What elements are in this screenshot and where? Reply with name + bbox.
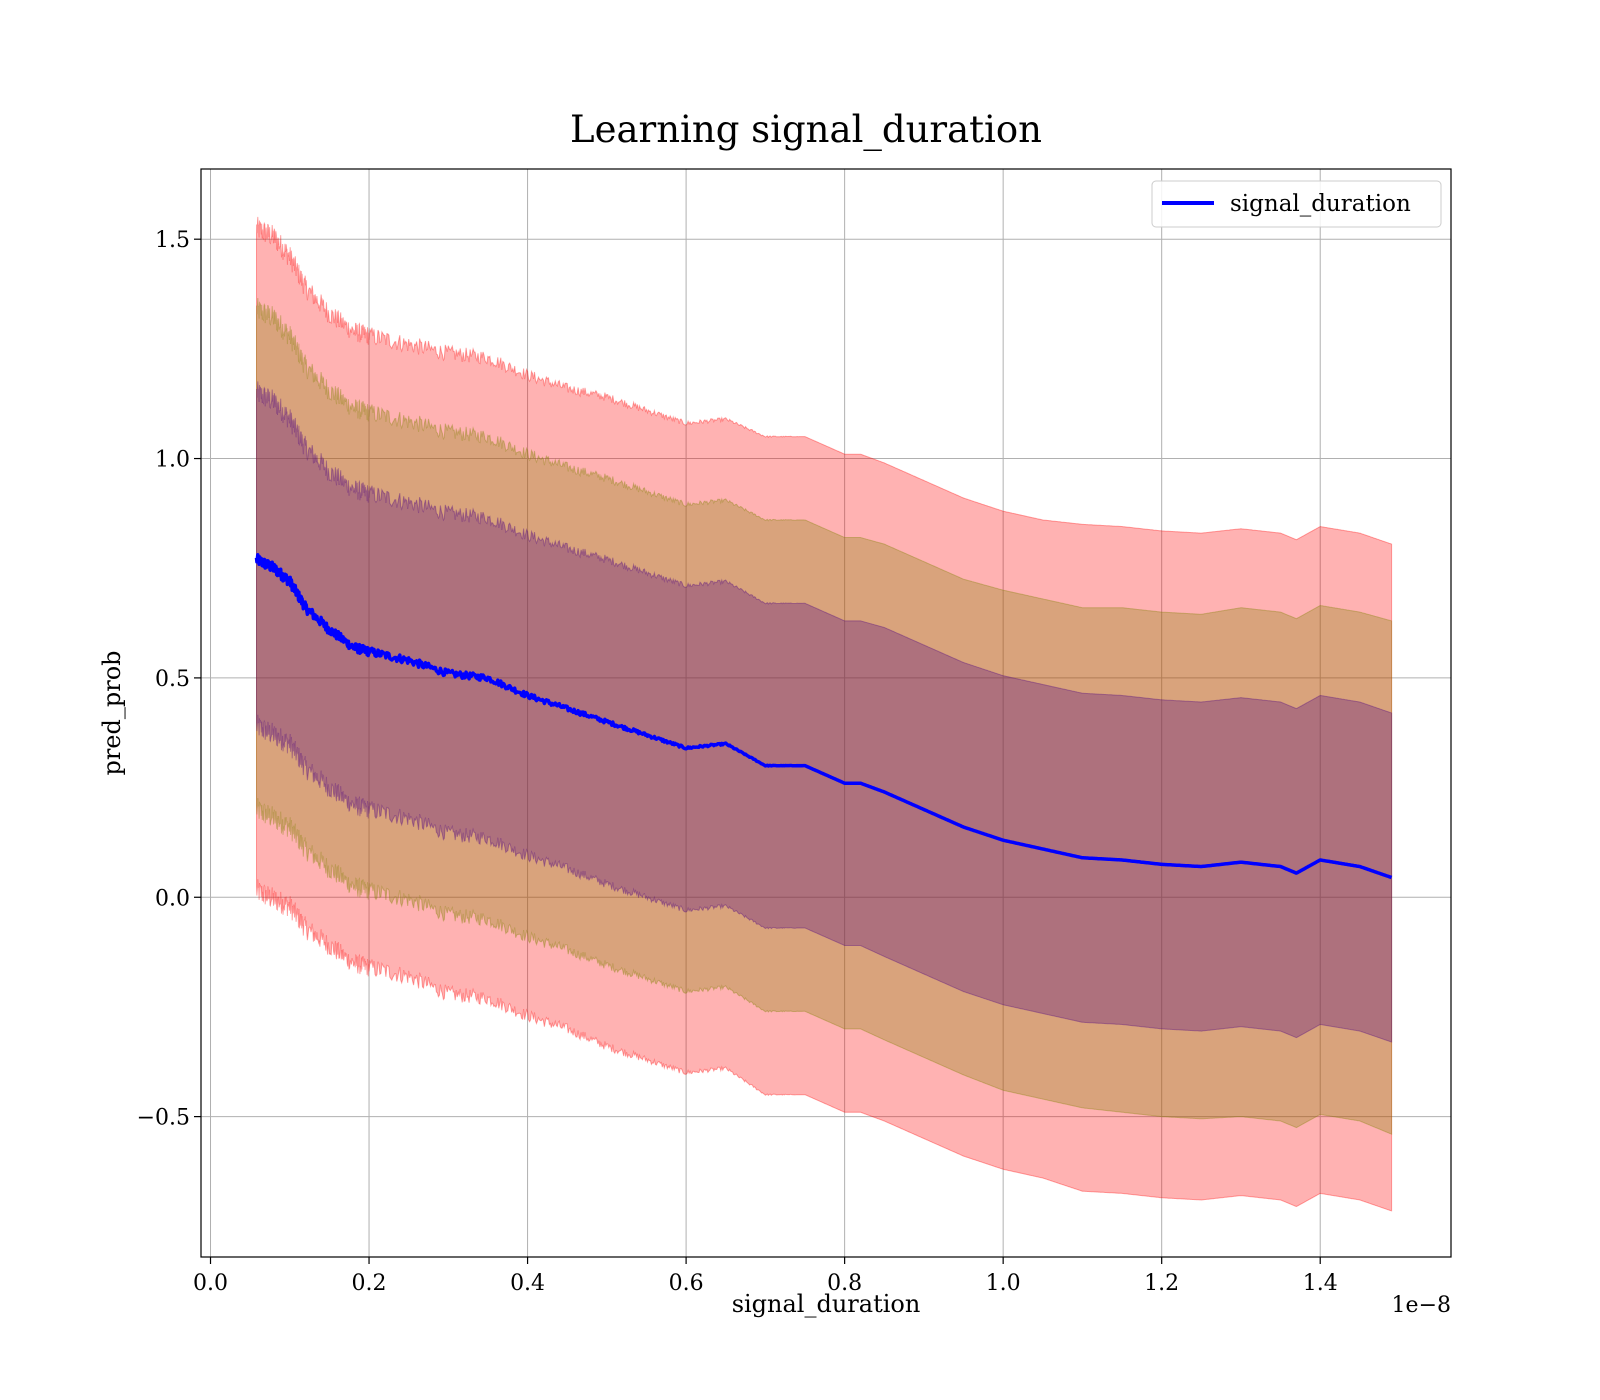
y-axis-ticks: −0.5 0.0 0.5 1.0 1.5 xyxy=(137,228,201,1131)
y-tick-label: 1.0 xyxy=(155,448,190,473)
band-middle xyxy=(256,297,1393,1136)
y-tick-label: 0.5 xyxy=(155,667,190,692)
x-tick-label: 0.4 xyxy=(510,1271,545,1296)
confidence-bands xyxy=(256,216,1393,1212)
x-axis-offset-text: 1e−8 xyxy=(1392,1293,1451,1318)
x-axis-ticks: 0.0 0.2 0.4 0.6 0.8 1.0 1.2 1.4 xyxy=(193,1257,1338,1296)
x-tick-label: 1.4 xyxy=(1303,1271,1338,1296)
chart-title: Learning signal_duration xyxy=(570,108,1042,152)
x-tick-label: 0.6 xyxy=(669,1271,704,1296)
band-outer xyxy=(256,216,1393,1212)
x-axis-label: signal_duration xyxy=(732,1290,921,1318)
series-line-signal-duration xyxy=(254,552,1393,880)
plot-frame xyxy=(200,168,1452,1258)
y-tick-label: 0.0 xyxy=(155,886,190,911)
band-inner xyxy=(256,381,1393,1043)
y-axis-label: pred_prob xyxy=(98,650,126,775)
y-tick-label: 1.5 xyxy=(155,228,190,253)
x-tick-label: 0.8 xyxy=(827,1271,862,1296)
grid xyxy=(201,169,1451,1257)
legend: signal_duration xyxy=(1151,180,1442,228)
y-tick-label: −0.5 xyxy=(137,1106,190,1131)
legend-label-signal-duration: signal_duration xyxy=(1230,191,1411,217)
x-tick-label: 0.0 xyxy=(193,1271,228,1296)
series-lines xyxy=(254,552,1393,880)
legend-box xyxy=(1151,180,1442,228)
x-tick-label: 1.2 xyxy=(1144,1271,1179,1296)
x-tick-label: 0.2 xyxy=(352,1271,387,1296)
x-tick-label: 1.0 xyxy=(986,1271,1021,1296)
